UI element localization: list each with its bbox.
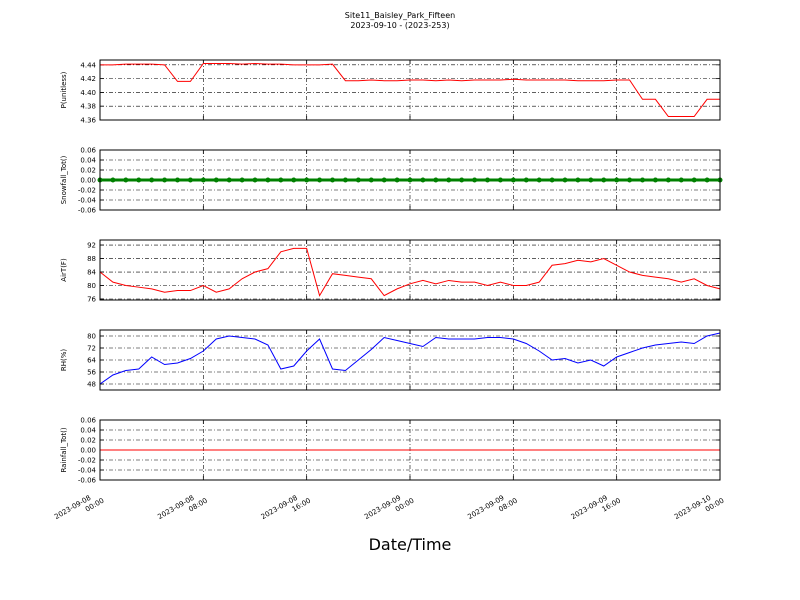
data-point — [304, 177, 310, 183]
data-point — [123, 177, 129, 183]
y-tick-label: 0.00 — [80, 177, 96, 185]
data-point — [665, 177, 671, 183]
data-point — [562, 177, 568, 183]
y-tick-label: 56 — [87, 369, 96, 377]
y-axis-label: AirT(F) — [60, 258, 68, 282]
data-point — [200, 177, 206, 183]
data-point — [420, 177, 426, 183]
y-tick-label: 64 — [87, 357, 96, 365]
y-tick-label: 48 — [87, 381, 96, 389]
plot-frame — [99, 149, 721, 211]
data-point — [136, 177, 142, 183]
plot-frame — [99, 329, 721, 391]
data-point — [588, 177, 594, 183]
plot-frame — [99, 59, 721, 121]
data-point — [627, 177, 633, 183]
data-point — [472, 177, 478, 183]
data-point — [691, 177, 697, 183]
y-tick-label: 76 — [87, 295, 96, 303]
y-tick-label: 0.06 — [80, 417, 96, 425]
data-point — [381, 177, 387, 183]
data-point — [446, 177, 452, 183]
y-tick-label: -0.04 — [78, 467, 97, 475]
data-point — [330, 177, 335, 183]
data-point — [601, 177, 607, 183]
y-axis-label: Snowfall_Tot() — [60, 155, 68, 204]
data-point — [265, 177, 271, 183]
y-tick-label: 4.44 — [80, 61, 96, 69]
y-tick-label: 72 — [87, 345, 96, 353]
data-point — [110, 177, 116, 183]
data-point — [394, 177, 400, 183]
data-point — [317, 177, 323, 183]
y-tick-label: 4.38 — [80, 103, 96, 111]
y-tick-label: -0.06 — [78, 477, 97, 485]
data-point — [678, 177, 684, 183]
y-tick-label: 80 — [87, 282, 96, 290]
data-point — [614, 177, 620, 183]
data-point — [510, 177, 516, 183]
y-tick-label: 0.04 — [80, 427, 96, 435]
y-tick-label: -0.02 — [78, 187, 96, 195]
y-tick-label: 4.42 — [80, 75, 96, 83]
y-tick-label: 84 — [87, 269, 96, 277]
data-point — [549, 177, 555, 183]
data-point — [355, 177, 361, 183]
y-axis-label: RH(%) — [60, 349, 68, 372]
data-point — [704, 177, 710, 183]
data-point — [523, 177, 529, 183]
chart-title: Site11_Baisley_Park_Fifteen — [345, 11, 455, 20]
y-tick-label: -0.04 — [78, 197, 97, 205]
data-point — [162, 177, 168, 183]
data-point — [575, 177, 581, 183]
data-point — [342, 177, 348, 183]
y-tick-label: -0.02 — [78, 457, 96, 465]
data-point — [485, 177, 490, 183]
y-tick-label: 0.02 — [80, 167, 96, 175]
data-line — [99, 332, 721, 385]
y-tick-label: 4.36 — [80, 117, 96, 125]
data-point — [278, 177, 284, 183]
plot-frame — [99, 419, 721, 481]
plot-frame — [99, 239, 721, 301]
y-tick-label: 0.02 — [80, 437, 96, 445]
data-point — [407, 177, 413, 183]
data-point — [368, 177, 374, 183]
data-point — [497, 177, 503, 183]
y-tick-label: 4.40 — [80, 89, 96, 97]
y-tick-label: -0.06 — [78, 207, 97, 215]
data-point — [536, 177, 542, 183]
y-axis-label: Rainfall_Tot() — [60, 427, 68, 472]
y-tick-label: 0.06 — [80, 147, 96, 155]
data-point — [226, 177, 232, 183]
data-point — [252, 177, 258, 183]
y-tick-label: 80 — [87, 333, 96, 341]
data-point — [291, 177, 297, 183]
data-line — [100, 62, 720, 118]
y-tick-label: 0.04 — [80, 157, 96, 165]
data-point — [175, 177, 180, 183]
x-axis-label: Date/Time — [369, 535, 452, 554]
data-line — [99, 247, 721, 297]
data-point — [149, 177, 155, 183]
data-point — [433, 177, 439, 183]
data-point — [213, 177, 219, 183]
data-point — [640, 177, 645, 183]
y-tick-label: 92 — [87, 242, 96, 250]
data-point — [239, 177, 245, 183]
data-point — [459, 177, 465, 183]
y-axis-label: P(unitless) — [60, 71, 68, 108]
y-tick-label: 88 — [87, 255, 96, 263]
data-point — [187, 177, 193, 183]
data-point — [652, 177, 658, 183]
y-tick-label: 0.00 — [80, 447, 96, 455]
chart-subtitle: 2023-09-10 - (2023-253) — [350, 21, 449, 30]
